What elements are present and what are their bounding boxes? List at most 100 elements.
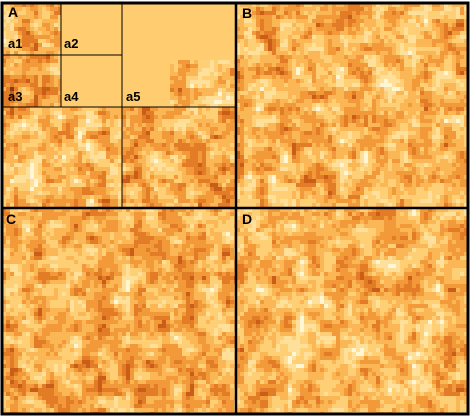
texture-cell	[214, 80, 218, 84]
texture-cell	[106, 187, 110, 191]
texture-cell	[118, 115, 122, 119]
texture-cell	[328, 75, 332, 79]
texture-cell	[356, 15, 360, 19]
texture-cell	[460, 47, 464, 51]
texture-cell	[252, 35, 256, 39]
texture-cell	[2, 51, 6, 55]
texture-cell	[170, 76, 174, 80]
texture-cell	[388, 171, 392, 175]
texture-cell	[230, 64, 234, 68]
texture-cell	[18, 171, 22, 175]
texture-cell	[304, 179, 308, 183]
texture-cell	[240, 47, 244, 51]
texture-cell	[416, 55, 420, 59]
texture-cell	[400, 51, 404, 55]
texture-cell	[34, 139, 38, 143]
texture-cell	[230, 96, 234, 100]
texture-cell	[448, 151, 452, 155]
texture-cell	[118, 187, 122, 191]
texture-cell	[166, 203, 170, 207]
texture-cell	[252, 155, 256, 159]
texture-cell	[388, 139, 392, 143]
texture-cell	[178, 64, 182, 68]
texture-cell	[304, 59, 308, 63]
texture-cell	[360, 15, 364, 19]
texture-cell	[348, 51, 352, 55]
texture-cell	[396, 139, 400, 143]
texture-cell	[54, 71, 58, 75]
texture-cell	[324, 43, 328, 47]
texture-cell	[186, 139, 190, 143]
texture-cell	[292, 91, 296, 95]
texture-cell	[14, 111, 18, 115]
texture-cell	[190, 183, 194, 187]
texture-cell	[308, 99, 312, 103]
texture-cell	[360, 115, 364, 119]
texture-cell	[420, 27, 424, 31]
texture-cell	[292, 31, 296, 35]
texture-cell	[456, 39, 460, 43]
texture-cell	[78, 203, 82, 207]
texture-cell	[10, 75, 14, 79]
texture-cell	[280, 167, 284, 171]
texture-cell	[324, 151, 328, 155]
texture-cell	[268, 107, 272, 111]
texture-cell	[352, 191, 356, 195]
texture-cell	[336, 63, 340, 67]
texture-cell	[440, 107, 444, 111]
texture-cell	[440, 19, 444, 23]
texture-cell	[404, 27, 408, 31]
texture-cell	[428, 195, 432, 199]
texture-cell	[42, 51, 46, 55]
texture-cell	[360, 99, 364, 103]
texture-cell	[308, 155, 312, 159]
texture-cell	[452, 75, 456, 79]
texture-cell	[380, 191, 384, 195]
texture-cell	[348, 3, 352, 7]
texture-cell	[320, 175, 324, 179]
texture-cell	[50, 15, 54, 19]
texture-cell	[150, 139, 154, 143]
texture-cell	[280, 79, 284, 83]
texture-cell	[34, 7, 38, 11]
texture-cell	[296, 123, 300, 127]
texture-cell	[256, 167, 260, 171]
texture-cell	[396, 59, 400, 63]
texture-cell	[236, 35, 240, 39]
texture-cell	[384, 27, 388, 31]
texture-cell	[368, 179, 372, 183]
texture-cell	[190, 96, 194, 100]
texture-cell	[368, 59, 372, 63]
texture-cell	[162, 127, 166, 131]
texture-cell	[440, 87, 444, 91]
texture-cell	[316, 71, 320, 75]
texture-cell	[308, 183, 312, 187]
texture-cell	[348, 67, 352, 71]
texture-cell	[126, 203, 130, 207]
texture-cell	[22, 199, 26, 203]
texture-cell	[6, 183, 10, 187]
texture-cell	[392, 155, 396, 159]
texture-cell	[352, 175, 356, 179]
texture-cell	[312, 95, 316, 99]
texture-cell	[10, 59, 14, 63]
texture-cell	[252, 175, 256, 179]
texture-cell	[464, 155, 468, 159]
texture-cell	[296, 147, 300, 151]
texture-cell	[388, 135, 392, 139]
texture-cell	[150, 203, 154, 207]
texture-cell	[348, 167, 352, 171]
texture-cell	[332, 31, 336, 35]
texture-cell	[264, 23, 268, 27]
texture-cell	[78, 111, 82, 115]
texture-cell	[30, 107, 34, 111]
texture-cell	[460, 139, 464, 143]
texture-cell	[412, 43, 416, 47]
texture-cell	[404, 115, 408, 119]
texture-cell	[344, 71, 348, 75]
texture-cell	[384, 91, 388, 95]
texture-cell	[26, 111, 30, 115]
texture-cell	[404, 71, 408, 75]
texture-cell	[34, 159, 38, 163]
texture-cell	[284, 119, 288, 123]
